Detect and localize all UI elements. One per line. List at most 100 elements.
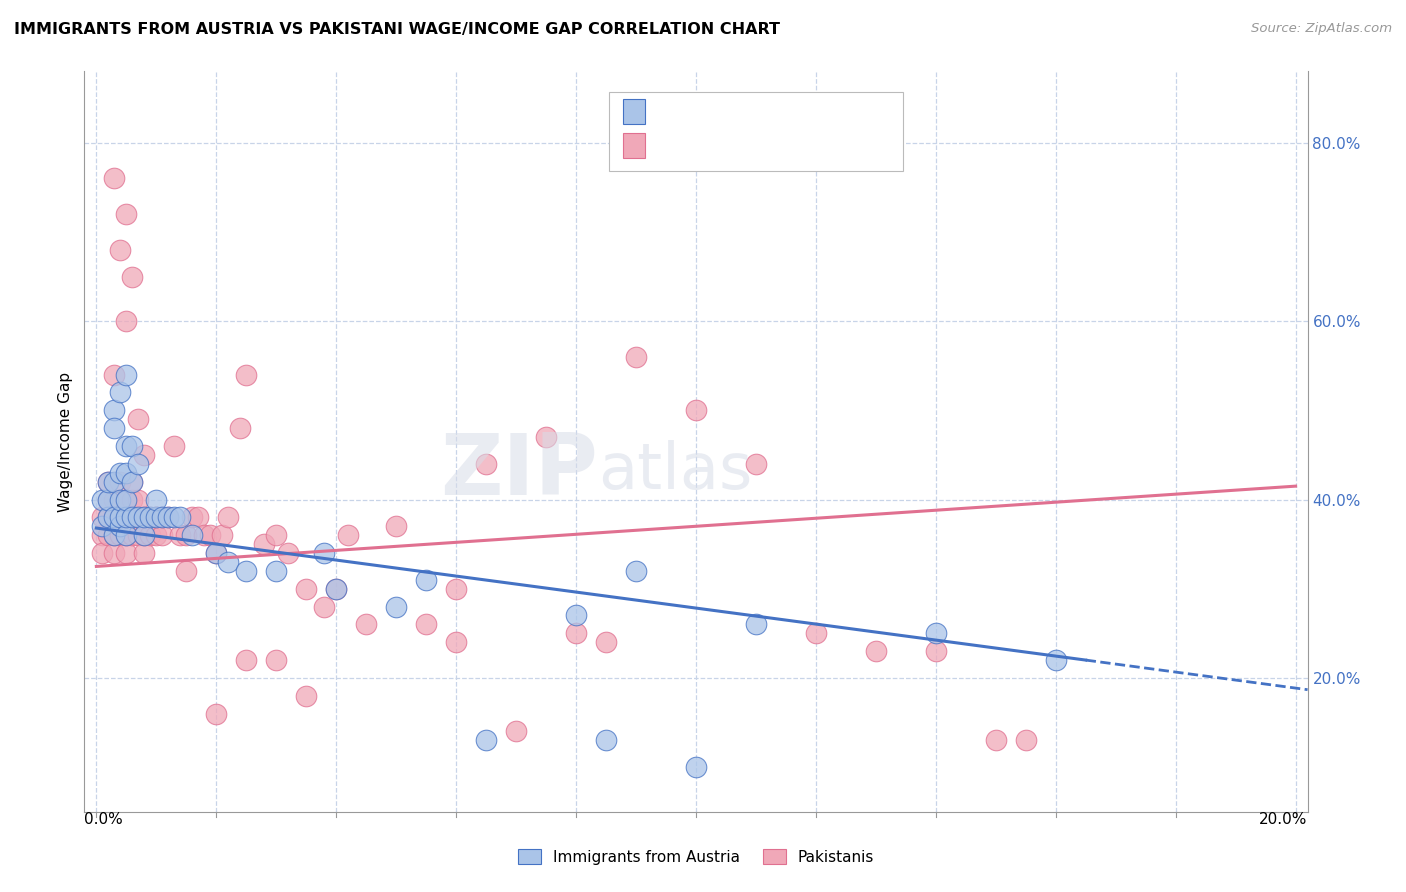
Point <box>181 510 204 524</box>
Point <box>205 706 228 721</box>
Point <box>200 528 222 542</box>
Point <box>157 510 180 524</box>
Point <box>295 582 318 596</box>
Point <box>115 510 138 524</box>
Point <box>91 528 114 542</box>
Point <box>624 564 647 578</box>
Point <box>139 528 162 542</box>
Point <box>264 653 287 667</box>
Point <box>253 537 276 551</box>
Point <box>235 564 257 578</box>
Point <box>337 528 360 542</box>
Point <box>127 457 149 471</box>
Point <box>97 528 120 542</box>
Point <box>235 368 257 382</box>
Text: 0.0%: 0.0% <box>84 812 124 827</box>
Point <box>110 466 132 480</box>
Point <box>1045 653 1067 667</box>
Point <box>205 546 228 560</box>
Point <box>163 439 186 453</box>
Point <box>110 519 132 533</box>
Point <box>565 626 588 640</box>
Point <box>103 546 125 560</box>
Point <box>115 439 138 453</box>
Point <box>121 510 143 524</box>
Point <box>97 510 120 524</box>
Point <box>97 492 120 507</box>
Point <box>103 528 125 542</box>
Text: R =: R = <box>654 136 693 154</box>
Point <box>115 492 138 507</box>
Point <box>127 412 149 426</box>
Point <box>110 492 132 507</box>
Text: IMMIGRANTS FROM AUSTRIA VS PAKISTANI WAGE/INCOME GAP CORRELATION CHART: IMMIGRANTS FROM AUSTRIA VS PAKISTANI WAG… <box>14 22 780 37</box>
Point <box>103 510 125 524</box>
Point <box>415 573 437 587</box>
Point <box>139 510 162 524</box>
Point <box>745 617 768 632</box>
Point <box>115 466 138 480</box>
Point <box>115 528 138 542</box>
Point <box>595 733 617 747</box>
Point <box>169 528 191 542</box>
Point <box>325 582 347 596</box>
Point <box>295 689 318 703</box>
Point <box>121 475 143 489</box>
Point <box>595 635 617 649</box>
Point <box>169 510 191 524</box>
Point <box>229 421 252 435</box>
Point <box>150 510 173 524</box>
Point <box>264 528 287 542</box>
Point <box>115 510 138 524</box>
Point <box>115 207 138 221</box>
Point <box>314 599 336 614</box>
Point <box>565 608 588 623</box>
Point <box>264 564 287 578</box>
Point <box>534 430 557 444</box>
Point <box>115 528 138 542</box>
Text: ZIP: ZIP <box>440 430 598 513</box>
Point <box>121 439 143 453</box>
Point <box>187 510 209 524</box>
Point <box>134 528 156 542</box>
Point <box>97 492 120 507</box>
Point <box>277 546 299 560</box>
Text: -0.135: -0.135 <box>696 103 761 120</box>
Point <box>314 546 336 560</box>
Text: 87: 87 <box>794 136 820 154</box>
Point <box>134 546 156 560</box>
Point <box>103 475 125 489</box>
Point <box>103 492 125 507</box>
Point <box>385 519 408 533</box>
Point <box>103 510 125 524</box>
Point <box>103 368 125 382</box>
Point <box>127 510 149 524</box>
Text: 20.0%: 20.0% <box>1260 812 1308 827</box>
Point <box>134 528 156 542</box>
Point <box>193 528 215 542</box>
Point <box>984 733 1007 747</box>
Point <box>145 528 167 542</box>
Point <box>145 510 167 524</box>
Point <box>1015 733 1038 747</box>
Point <box>163 510 186 524</box>
Point <box>110 385 132 400</box>
Point <box>145 510 167 524</box>
Text: N =: N = <box>759 103 799 120</box>
Point <box>110 243 132 257</box>
Point <box>91 546 114 560</box>
Point <box>103 171 125 186</box>
Point <box>134 448 156 462</box>
Text: 52: 52 <box>794 103 820 120</box>
Point <box>624 350 647 364</box>
Point <box>127 510 149 524</box>
Point <box>217 510 239 524</box>
Point <box>211 528 233 542</box>
Point <box>174 528 197 542</box>
Point <box>110 510 132 524</box>
Point <box>115 368 138 382</box>
Point <box>150 510 173 524</box>
Point <box>103 421 125 435</box>
Point <box>205 546 228 560</box>
Point <box>115 546 138 560</box>
